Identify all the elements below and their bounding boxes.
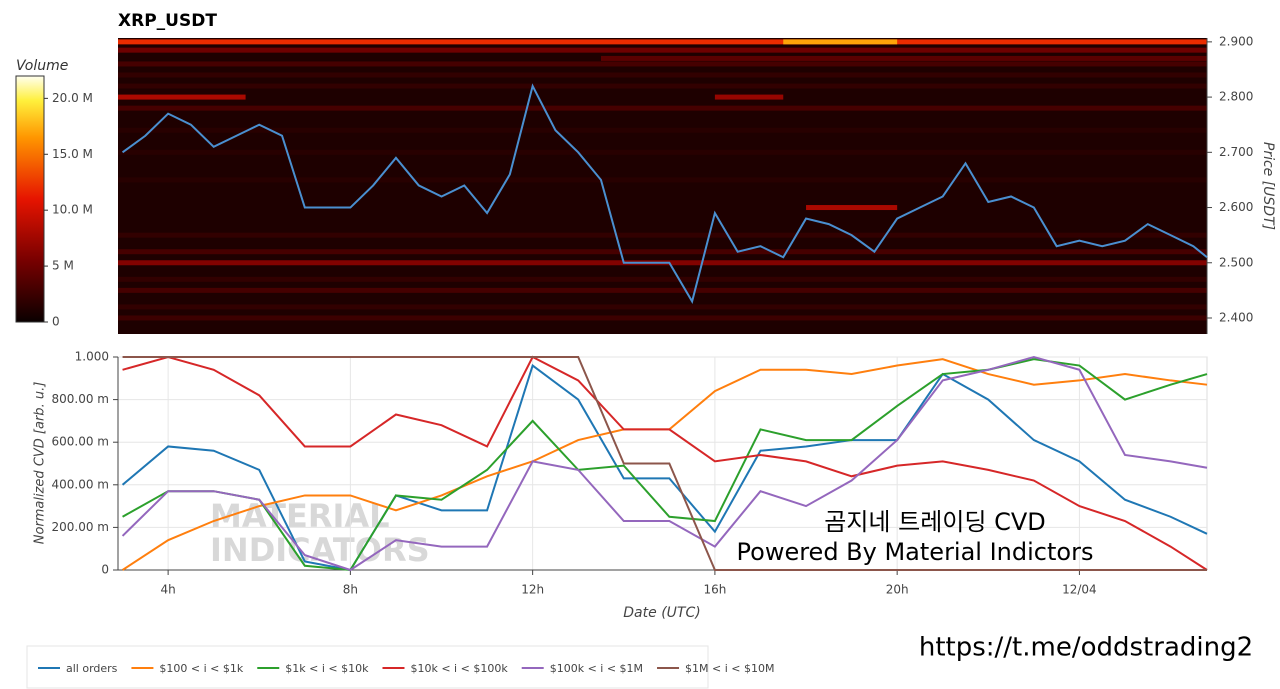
annotation: 곰지네 트레이딩 CVD xyxy=(824,508,1045,536)
liquidity-band xyxy=(714,94,784,100)
legend-box xyxy=(26,645,709,689)
liquidity-band xyxy=(600,55,1207,61)
liquidity-band xyxy=(118,304,1207,310)
liquidity-band xyxy=(118,249,1207,255)
x-tick-label: 12/04 xyxy=(1062,583,1097,597)
colorbar-label: Volume xyxy=(16,58,68,74)
link-text: https://t.me/oddstrading2 xyxy=(919,633,1253,663)
liquidity-band xyxy=(118,47,1207,53)
liquidity-band xyxy=(118,61,1207,67)
liquidity-band xyxy=(118,39,1207,45)
x-tick-label: 4h xyxy=(160,583,175,597)
y-tick-label: 2.400 xyxy=(1219,310,1253,324)
liquidity-band xyxy=(806,205,898,211)
x-tick-label: 16h xyxy=(703,583,726,597)
liquidity-band xyxy=(118,105,1207,111)
y-tick-label: 1.000 xyxy=(75,350,109,364)
y-tick-label: 2.900 xyxy=(1219,34,1253,48)
y-tick-label: 2.800 xyxy=(1219,90,1253,104)
y-tick-label: 2.500 xyxy=(1219,255,1253,269)
x-tick-label: 20h xyxy=(886,583,909,597)
liquidity-band xyxy=(118,276,1207,282)
cvd-line xyxy=(122,356,1207,571)
legend-label: $1M < i < $10M xyxy=(685,662,774,675)
liquidity-band xyxy=(118,83,1207,89)
watermark: MATERIAL xyxy=(210,497,390,535)
price-line xyxy=(121,83,1208,305)
liquidity-band xyxy=(783,39,898,45)
legend-label: $1k < i < $10k xyxy=(285,662,369,675)
liquidity-band xyxy=(118,315,1207,321)
legend-label: $100k < i < $1M xyxy=(550,662,643,675)
cvd-line xyxy=(121,355,1208,572)
legend-label: $10k < i < $100k xyxy=(410,662,508,675)
x-axis-label: Date (UTC) xyxy=(623,605,700,621)
y-tick-label: 600.00 m xyxy=(52,435,110,449)
liquidity-band xyxy=(118,287,1207,293)
plots: 0 5 M 10.0 M 15.0 M 20.0 M 2.400 2.500 2.600 2.7… xyxy=(38,34,1253,675)
colorbar xyxy=(15,75,45,323)
legend-label: all orders xyxy=(66,662,118,675)
liquidity-band xyxy=(118,232,1207,238)
cvd-line xyxy=(122,358,1208,572)
chart-title: XRP_USDT xyxy=(118,11,217,31)
y-axis-label: Normalized CVD [arb. u.] xyxy=(33,382,48,545)
watermark: INDICATORS xyxy=(210,531,430,569)
colorbar-tick-label: 20.0 M xyxy=(52,91,93,105)
liquidity-band xyxy=(118,94,246,100)
cvd-line xyxy=(121,363,1208,572)
annotation: Powered By Material Indictors xyxy=(737,538,1094,566)
y-tick-label: 400.00 m xyxy=(52,477,110,491)
y-tick-label: 800.00 m xyxy=(52,392,110,406)
legend-label: $100 < i < $1k xyxy=(159,662,243,675)
cvd-line xyxy=(122,355,1208,571)
x-tick-label: 8h xyxy=(343,583,358,597)
y-axis-label: Price [USDT] xyxy=(1260,142,1276,230)
liquidity-band xyxy=(118,149,1207,155)
y-tick-label: 0 xyxy=(101,563,109,577)
colorbar-tick-label: 15.0 M xyxy=(52,147,93,161)
y-tick-label: 2.600 xyxy=(1219,200,1253,214)
colorbar-tick-label: 0 xyxy=(52,315,60,329)
y-tick-label: 200.00 m xyxy=(52,520,110,534)
liquidity-band xyxy=(118,177,1207,183)
colorbar-tick-label: 5 M xyxy=(52,259,74,273)
liquidity-band xyxy=(118,127,1207,133)
x-tick-label: 12h xyxy=(521,583,544,597)
liquidity-band xyxy=(118,72,1207,78)
y-tick-label: 2.700 xyxy=(1219,145,1253,159)
colorbar-tick-label: 10.0 M xyxy=(52,203,93,217)
